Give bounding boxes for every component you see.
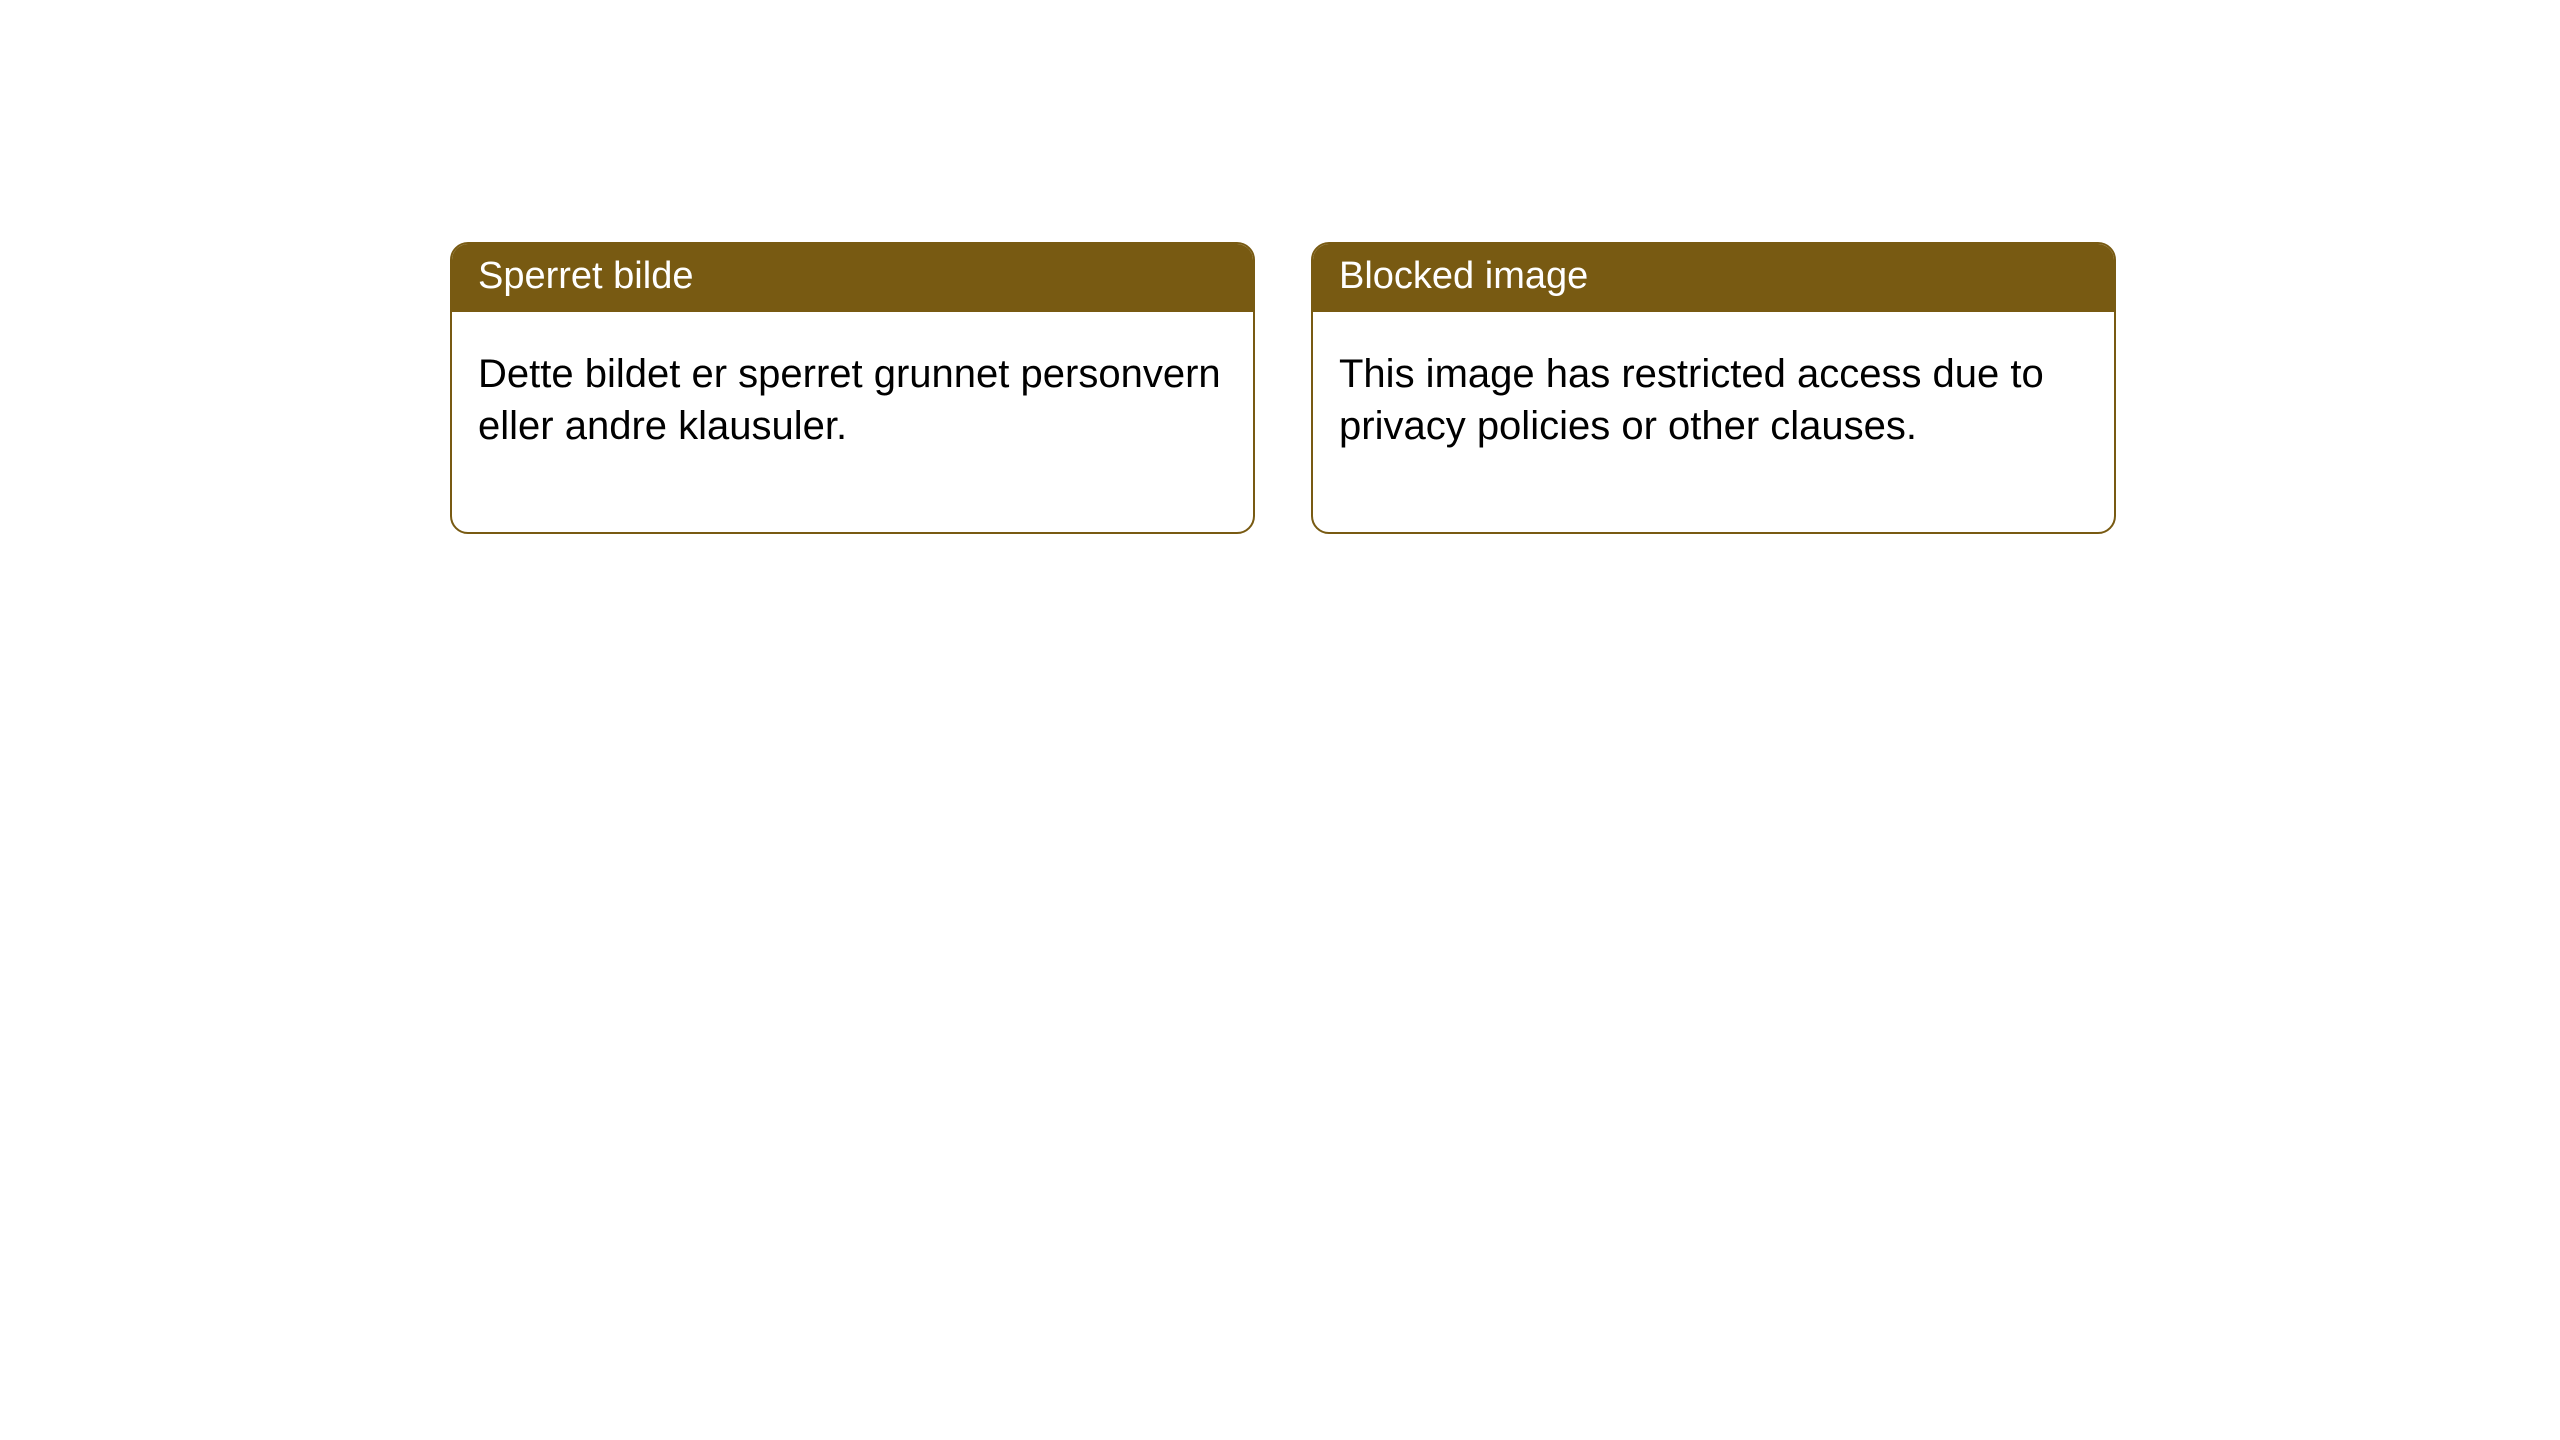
notice-cards-container: Sperret bilde Dette bildet er sperret gr… bbox=[0, 0, 2560, 534]
card-header: Blocked image bbox=[1313, 244, 2114, 312]
card-header: Sperret bilde bbox=[452, 244, 1253, 312]
card-body-text: Dette bildet er sperret grunnet personve… bbox=[452, 312, 1253, 532]
blocked-image-card-no: Sperret bilde Dette bildet er sperret gr… bbox=[450, 242, 1255, 534]
blocked-image-card-en: Blocked image This image has restricted … bbox=[1311, 242, 2116, 534]
card-body-text: This image has restricted access due to … bbox=[1313, 312, 2114, 532]
